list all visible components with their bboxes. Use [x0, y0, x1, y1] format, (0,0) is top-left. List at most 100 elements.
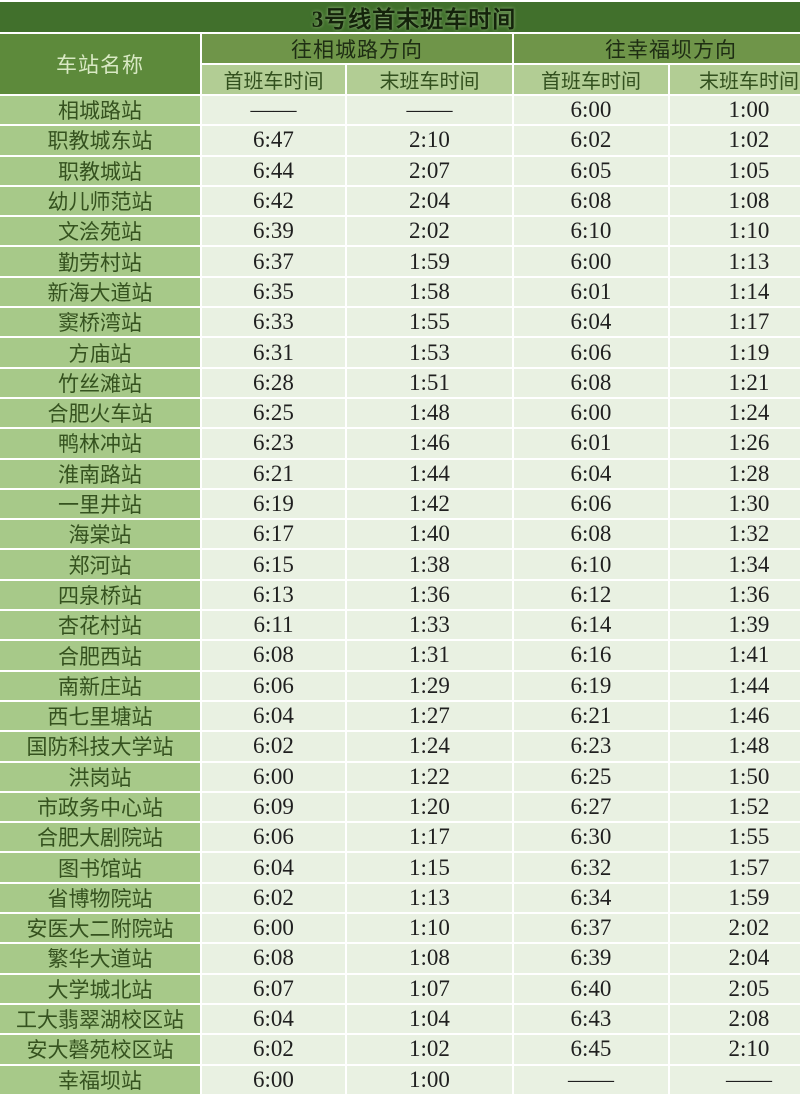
station-name-cell: 职教城站	[0, 156, 200, 185]
last-train-time-xiangchenglu: 1:55	[347, 308, 512, 337]
last-train-time-xingfuba: 1:46	[670, 701, 800, 731]
timetable-grid: 车站名称 往相城路方向 往幸福坝方向 首班车时间 末班车时间 首班车时间 末班车…	[0, 34, 800, 1094]
first-train-time-xiangchenglu: 6:08	[202, 944, 345, 973]
first-train-time-xiangchenglu: 6:00	[202, 1065, 345, 1094]
station-name-cell: 竹丝滩站	[0, 368, 200, 397]
first-train-time-xingfuba: 6:02	[514, 126, 668, 155]
first-train-time-xiangchenglu: ——	[202, 96, 345, 125]
station-name-cell: 合肥大剧院站	[0, 823, 200, 852]
last-train-time-xiangchenglu: 1:42	[347, 489, 512, 519]
first-train-time-xingfuba: 6:10	[514, 550, 668, 579]
last-train-time-xingfuba: 1:59	[670, 883, 800, 913]
station-name-cell: 图书馆站	[0, 853, 200, 882]
last-train-time-xingfuba: 1:21	[670, 368, 800, 397]
last-train-time-xiangchenglu: 1:58	[347, 277, 512, 307]
first-train-time-xiangchenglu: 6:00	[202, 762, 345, 791]
station-name-cell: 洪岗站	[0, 762, 200, 791]
first-train-time-xiangchenglu: 6:04	[202, 853, 345, 882]
direction-header-xingfuba: 往幸福坝方向	[514, 34, 800, 63]
last-train-time-xiangchenglu: 2:04	[347, 186, 512, 216]
first-train-time-xingfuba: 6:00	[514, 398, 668, 428]
station-name-cell: 安大磬苑校区站	[0, 1035, 200, 1064]
first-train-time-xingfuba: 6:04	[514, 308, 668, 337]
first-train-time-xiangchenglu: 6:11	[202, 611, 345, 640]
station-name-cell: 市政务中心站	[0, 792, 200, 822]
last-train-time-xiangchenglu: 1:04	[347, 1004, 512, 1034]
first-train-time-xiangchenglu: 6:04	[202, 1004, 345, 1034]
first-train-time-xingfuba: 6:21	[514, 701, 668, 731]
last-train-time-xiangchenglu: 1:46	[347, 429, 512, 458]
last-train-time-xiangchenglu: 1:53	[347, 338, 512, 367]
first-train-time-xiangchenglu: 6:06	[202, 671, 345, 700]
last-train-time-xingfuba: 2:05	[670, 974, 800, 1003]
station-name-cell: 方庙站	[0, 338, 200, 367]
first-train-time-xingfuba: 6:34	[514, 883, 668, 913]
station-name-cell: 合肥火车站	[0, 398, 200, 428]
last-train-time-xiangchenglu: 1:33	[347, 611, 512, 640]
last-train-time-xiangchenglu: 1:17	[347, 823, 512, 852]
last-train-time-xingfuba: 1:34	[670, 550, 800, 579]
station-name-cell: 大学城北站	[0, 974, 200, 1003]
station-name-cell: 新海大道站	[0, 277, 200, 307]
station-name-cell: 一里井站	[0, 489, 200, 519]
first-train-time-xingfuba: 6:01	[514, 277, 668, 307]
last-train-time-xingfuba: 1:30	[670, 489, 800, 519]
first-train-time-xiangchenglu: 6:31	[202, 338, 345, 367]
last-train-time-xiangchenglu: 1:36	[347, 580, 512, 610]
first-train-time-xiangchenglu: 6:06	[202, 823, 345, 852]
last-train-time-xingfuba: 2:08	[670, 1004, 800, 1034]
last-train-time-xingfuba: 1:10	[670, 217, 800, 246]
first-train-time-xiangchenglu: 6:39	[202, 217, 345, 246]
last-train-time-xingfuba: 1:19	[670, 338, 800, 367]
last-train-time-xiangchenglu: 1:51	[347, 368, 512, 397]
last-train-time-xingfuba: 1:41	[670, 641, 800, 670]
station-name-cell: 淮南路站	[0, 459, 200, 488]
last-train-time-xiangchenglu: 1:15	[347, 853, 512, 882]
first-train-time-xiangchenglu: 6:13	[202, 580, 345, 610]
station-name-cell: 省博物院站	[0, 883, 200, 913]
last-train-time-xiangchenglu: 1:00	[347, 1065, 512, 1094]
first-train-time-xiangchenglu: 6:02	[202, 883, 345, 913]
first-train-time-xingfuba: 6:00	[514, 247, 668, 276]
first-train-time-xingfuba: 6:04	[514, 459, 668, 488]
last-train-time-xiangchenglu: 1:20	[347, 792, 512, 822]
last-train-time-xiangchenglu: 1:59	[347, 247, 512, 276]
last-train-time-xiangchenglu: 1:08	[347, 944, 512, 973]
first-train-time-xingfuba: 6:39	[514, 944, 668, 973]
last-train-header-xingfuba: 末班车时间	[670, 65, 800, 94]
first-train-time-xiangchenglu: 6:44	[202, 156, 345, 185]
first-train-time-xingfuba: 6:10	[514, 217, 668, 246]
last-train-time-xingfuba: 1:39	[670, 611, 800, 640]
station-name-cell: 郑河站	[0, 550, 200, 579]
last-train-time-xingfuba: 1:52	[670, 792, 800, 822]
first-train-time-xiangchenglu: 6:17	[202, 520, 345, 549]
first-train-time-xingfuba: 6:08	[514, 186, 668, 216]
station-name-cell: 相城路站	[0, 96, 200, 125]
station-name-cell: 杏花村站	[0, 611, 200, 640]
first-train-time-xingfuba: 6:06	[514, 338, 668, 367]
last-train-time-xiangchenglu: 2:07	[347, 156, 512, 185]
first-train-time-xingfuba: 6:05	[514, 156, 668, 185]
last-train-time-xiangchenglu: 1:27	[347, 701, 512, 731]
first-train-time-xiangchenglu: 6:35	[202, 277, 345, 307]
last-train-time-xingfuba: 1:26	[670, 429, 800, 458]
first-train-time-xiangchenglu: 6:33	[202, 308, 345, 337]
first-train-time-xiangchenglu: 6:21	[202, 459, 345, 488]
last-train-time-xingfuba: 1:36	[670, 580, 800, 610]
first-train-time-xiangchenglu: 6:23	[202, 429, 345, 458]
last-train-time-xiangchenglu: 1:13	[347, 883, 512, 913]
first-train-time-xingfuba: 6:37	[514, 914, 668, 943]
last-train-time-xingfuba: 1:02	[670, 126, 800, 155]
first-train-time-xiangchenglu: 6:02	[202, 1035, 345, 1064]
station-name-cell: 合肥西站	[0, 641, 200, 670]
last-train-time-xingfuba: 2:02	[670, 914, 800, 943]
last-train-time-xingfuba: 1:48	[670, 732, 800, 761]
last-train-time-xingfuba: 1:50	[670, 762, 800, 791]
first-train-time-xingfuba: 6:40	[514, 974, 668, 1003]
station-name-cell: 西七里塘站	[0, 701, 200, 731]
first-train-header-xingfuba: 首班车时间	[514, 65, 668, 94]
first-train-time-xingfuba: 6:00	[514, 96, 668, 125]
last-train-time-xingfuba: 1:32	[670, 520, 800, 549]
last-train-time-xingfuba: 1:17	[670, 308, 800, 337]
last-train-time-xingfuba: 1:28	[670, 459, 800, 488]
